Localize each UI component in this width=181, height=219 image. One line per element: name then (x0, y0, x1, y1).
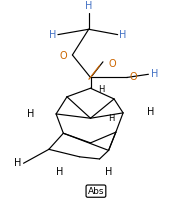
Text: H: H (147, 107, 154, 117)
Text: H: H (49, 30, 56, 40)
Text: Abs: Abs (88, 187, 104, 196)
Text: H: H (119, 30, 127, 40)
Text: H: H (105, 167, 112, 177)
Text: H: H (109, 114, 115, 123)
Text: H: H (98, 85, 104, 94)
Text: H: H (56, 167, 63, 177)
Text: O: O (109, 58, 116, 69)
Text: O: O (129, 72, 137, 83)
Text: H: H (85, 2, 92, 11)
Text: H: H (27, 109, 34, 119)
Text: O: O (60, 51, 67, 61)
Text: H: H (151, 69, 158, 79)
Text: H: H (14, 158, 22, 168)
